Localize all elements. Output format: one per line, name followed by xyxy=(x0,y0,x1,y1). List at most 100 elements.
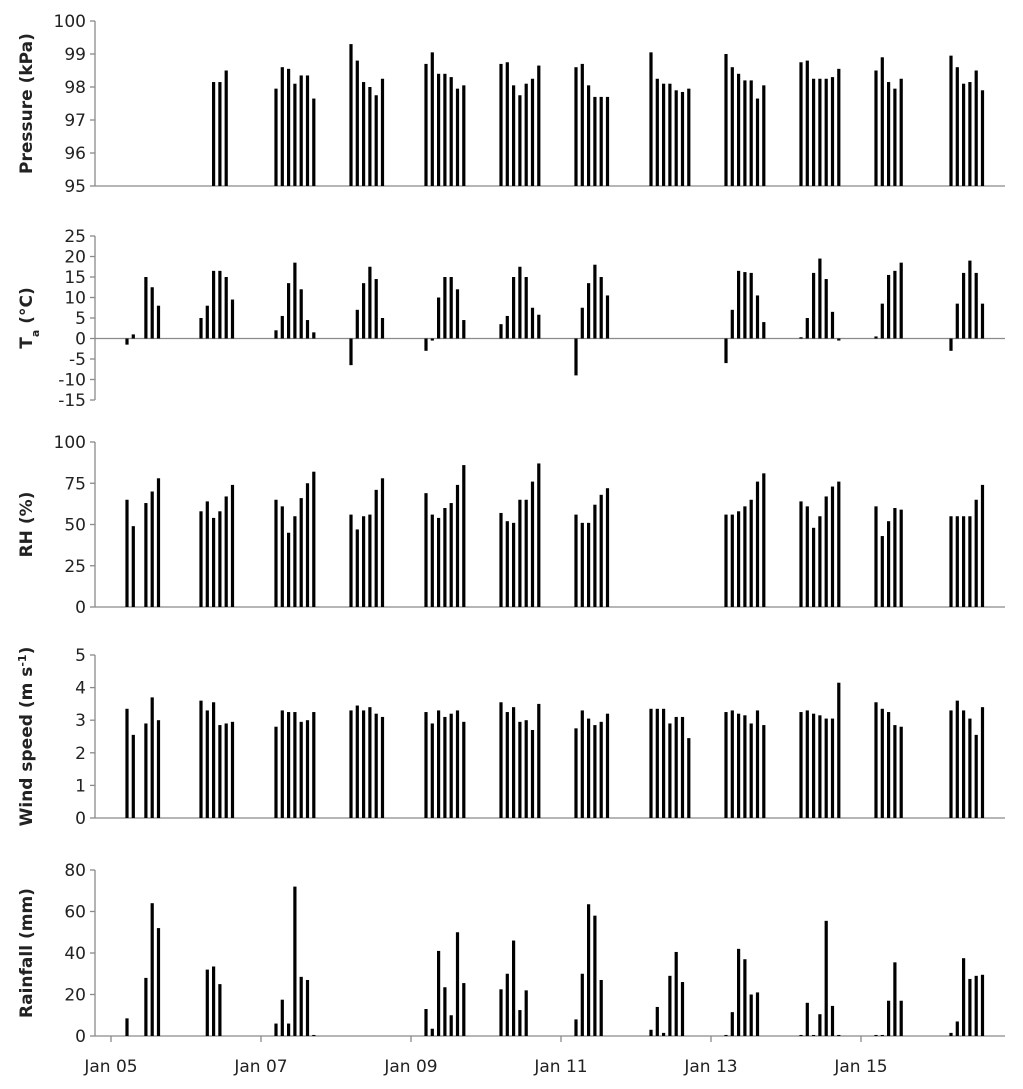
data-bar xyxy=(443,987,447,1036)
y-tick-label: 0 xyxy=(75,1027,86,1047)
data-bar xyxy=(887,82,891,186)
data-bar xyxy=(743,80,747,186)
data-bar xyxy=(805,710,809,818)
data-bar xyxy=(805,506,809,607)
data-bar xyxy=(949,338,953,351)
data-bar xyxy=(974,975,978,1036)
data-bar xyxy=(380,716,385,818)
data-bar xyxy=(437,950,441,1036)
data-bar xyxy=(893,962,897,1036)
data-bar xyxy=(131,526,135,607)
y-tick-label: 0 xyxy=(75,809,86,829)
data-bar xyxy=(312,332,316,339)
data-bar xyxy=(968,516,972,607)
x-tick-label: Jan 07 xyxy=(233,1057,287,1077)
chart-panel-4: 0 1 2 3 4 5 Wind speed (m s-1) xyxy=(16,646,1005,829)
data-bar xyxy=(462,320,466,339)
data-bar xyxy=(649,1029,653,1036)
data-bar xyxy=(824,279,828,339)
data-bar xyxy=(893,725,897,818)
data-bar xyxy=(818,78,822,186)
data-bar xyxy=(893,88,897,186)
data-bar xyxy=(437,297,441,339)
data-bar xyxy=(224,70,228,186)
data-bar xyxy=(830,77,835,186)
data-bar xyxy=(430,514,434,607)
data-bar xyxy=(593,264,597,339)
data-bar xyxy=(668,83,672,186)
data-bar xyxy=(462,85,466,186)
data-bar xyxy=(218,984,222,1037)
data-bar xyxy=(424,338,428,351)
data-bar xyxy=(512,277,516,339)
data-bar xyxy=(762,725,766,818)
data-bar xyxy=(499,512,503,607)
data-bar xyxy=(762,322,766,339)
chart-panel-5: 0 20 40 60 80 Rainfall (mm) xyxy=(17,861,1005,1047)
data-bar xyxy=(580,973,584,1036)
data-bar xyxy=(299,289,303,339)
data-bar xyxy=(125,499,129,607)
data-bar xyxy=(512,85,516,186)
data-bar xyxy=(362,82,366,186)
data-bar xyxy=(955,700,959,818)
data-bar xyxy=(362,516,366,607)
data-bar xyxy=(730,1012,734,1036)
y-tick-label: 99 xyxy=(64,45,86,65)
data-bar xyxy=(974,272,978,339)
data-bar xyxy=(887,274,891,339)
data-bar xyxy=(955,67,959,186)
data-bar xyxy=(430,723,434,818)
data-bar xyxy=(724,54,728,186)
data-bar xyxy=(505,521,509,607)
data-bar xyxy=(893,508,897,607)
data-bar xyxy=(449,277,453,339)
data-bar xyxy=(230,299,235,339)
data-bar xyxy=(205,710,209,818)
data-bar xyxy=(830,1005,835,1036)
data-bar xyxy=(762,85,766,186)
data-bar xyxy=(580,522,584,607)
data-bar xyxy=(599,96,603,186)
data-bar xyxy=(762,473,766,607)
data-bar xyxy=(349,710,353,818)
data-bar xyxy=(131,334,135,339)
data-bar xyxy=(674,716,678,818)
data-bar xyxy=(449,713,453,818)
data-bar xyxy=(805,318,809,339)
y-tick-label: -15 xyxy=(58,391,86,411)
data-bar xyxy=(374,279,378,339)
data-bar xyxy=(962,83,966,186)
y-tick-label: 0 xyxy=(75,598,86,618)
data-bar xyxy=(499,63,503,186)
data-bar xyxy=(462,721,466,818)
data-bar xyxy=(437,710,441,818)
data-bar xyxy=(455,289,460,339)
data-bar xyxy=(212,82,216,186)
data-bar xyxy=(305,75,310,186)
y-tick-label: 1 xyxy=(75,776,86,796)
data-bar xyxy=(737,948,741,1036)
y-tick-label: 50 xyxy=(64,516,86,536)
data-bar xyxy=(962,272,966,339)
data-bar xyxy=(687,88,691,186)
y-tick-label: 95 xyxy=(64,177,86,197)
data-bar xyxy=(880,536,884,607)
data-bar xyxy=(430,52,434,186)
y-tick-label: 40 xyxy=(64,944,86,964)
data-bar xyxy=(368,266,372,339)
data-bar xyxy=(455,932,460,1036)
data-bar xyxy=(524,499,528,607)
data-bar xyxy=(205,501,209,607)
data-bar xyxy=(574,1019,578,1036)
data-bar xyxy=(749,723,753,818)
data-bar xyxy=(218,511,222,607)
data-bar xyxy=(305,483,310,607)
data-bar xyxy=(150,697,154,818)
data-bar xyxy=(280,315,284,339)
data-bar xyxy=(593,725,597,818)
data-bar xyxy=(374,95,378,186)
data-bar xyxy=(818,516,822,607)
data-bar xyxy=(212,517,216,607)
